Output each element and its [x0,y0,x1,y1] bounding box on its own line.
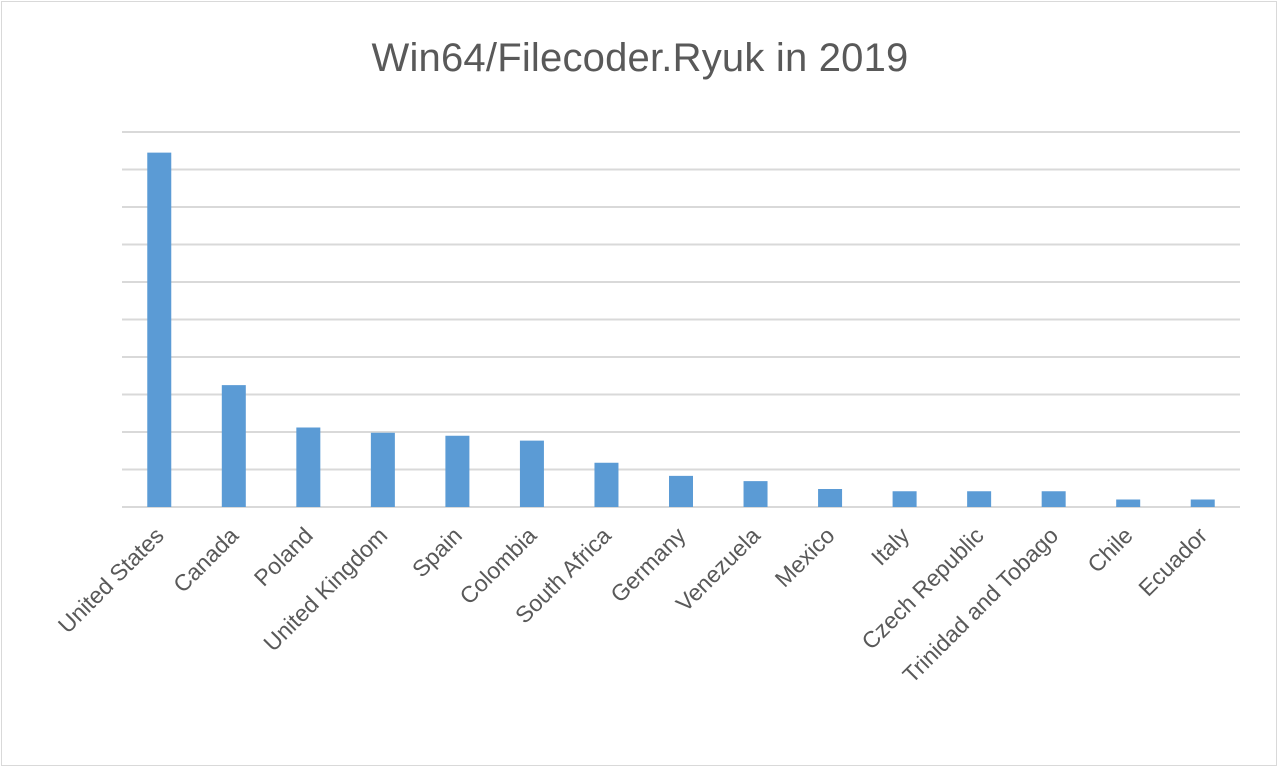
bar-colombia [519,440,544,507]
bars [147,152,1215,507]
bar-chile [1116,499,1141,507]
bar-canada [221,385,246,507]
x-tick-label: Canada [168,522,244,598]
x-tick-label: Mexico [770,522,840,592]
bar-south-africa [594,462,619,507]
bar-mexico [818,489,843,507]
bar-trinidad-and-tobago [1041,491,1066,507]
bar-venezuela [743,481,768,507]
x-tick-label: Ecuador [1133,522,1212,601]
bar-italy [892,491,917,507]
bar-poland [296,427,321,507]
gridlines [122,131,1240,508]
bar-spain [445,435,470,507]
x-tick-label: Italy [866,522,915,571]
bar-united-states [147,152,172,507]
chart-title: Win64/Filecoder.Ryuk in 2019 [371,36,909,80]
x-tick-label: United States [53,522,169,638]
bar-ecuador [1190,499,1215,507]
bar-czech-republic [967,491,992,507]
x-tick-label: Chile [1082,522,1137,577]
x-tick-label: Spain [407,522,467,582]
x-tick-label: Poland [249,522,318,591]
bar-germany [669,475,693,507]
bar-united-kingdom [370,432,395,507]
